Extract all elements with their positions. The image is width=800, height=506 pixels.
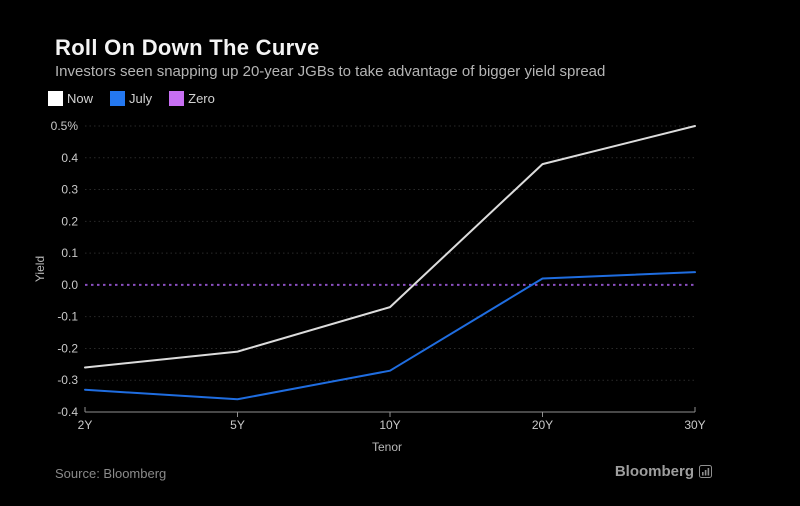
x-tick-label: 10Y — [379, 418, 400, 432]
chart-title: Roll On Down The Curve — [55, 35, 320, 60]
legend-label-now: Now — [67, 91, 94, 106]
x-tick-label: 5Y — [230, 418, 245, 432]
x-axis-title: Tenor — [372, 440, 402, 454]
legend-item-zero: Zero — [169, 91, 215, 106]
y-tick-label: 0.4 — [61, 151, 78, 165]
chart-legend: Now July Zero — [48, 91, 215, 106]
y-axis-title: Yield — [33, 256, 47, 282]
legend-swatch-now-icon — [48, 91, 63, 106]
y-tick-label: 0.1 — [61, 246, 78, 260]
y-tick-label: 0.0 — [61, 278, 78, 292]
legend-label-july: July — [129, 91, 153, 106]
legend-item-now: Now — [48, 91, 93, 106]
y-tick-label: 0.3 — [61, 183, 78, 197]
y-tick-label: -0.2 — [57, 341, 78, 355]
bloomberg-terminal-chart-icon — [699, 465, 712, 478]
source-note: Source: Bloomberg — [55, 466, 167, 481]
bloomberg-brand: Bloomberg — [615, 463, 712, 480]
chart-subtitle: Investors seen snapping up 20-year JGBs … — [55, 63, 606, 80]
y-tick-label: -0.4 — [57, 405, 78, 419]
legend-swatch-july-icon — [110, 91, 126, 106]
x-tick-label: 2Y — [78, 418, 93, 432]
legend-label-zero: Zero — [188, 91, 215, 106]
y-tick-label: -0.3 — [57, 373, 78, 387]
x-tick-label: 30Y — [684, 418, 705, 432]
y-tick-label: 0.2 — [61, 214, 78, 228]
series-line-july — [84, 271, 696, 401]
legend-swatch-zero-icon — [169, 91, 185, 106]
y-tick-label: -0.1 — [57, 310, 78, 324]
bloomberg-wordmark: Bloomberg — [614, 463, 694, 480]
y-tick-label: 0.5% — [51, 119, 79, 133]
legend-item-july: July — [110, 91, 152, 106]
series-line-now — [84, 125, 696, 369]
x-tick-label: 20Y — [532, 418, 553, 432]
